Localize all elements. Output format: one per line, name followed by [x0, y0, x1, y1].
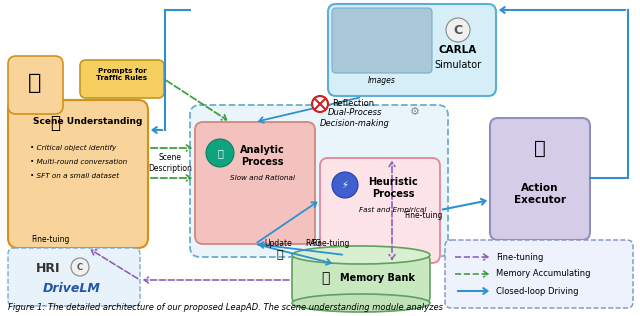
- FancyBboxPatch shape: [190, 105, 448, 257]
- FancyBboxPatch shape: [8, 248, 140, 306]
- Text: C: C: [453, 23, 463, 37]
- Text: Scene Understanding: Scene Understanding: [33, 118, 143, 126]
- FancyBboxPatch shape: [445, 240, 633, 308]
- Text: Scene
Description: Scene Description: [148, 153, 192, 173]
- Text: Images: Images: [368, 76, 396, 85]
- FancyBboxPatch shape: [8, 56, 63, 114]
- Text: Dual-Process
Decision-making: Dual-Process Decision-making: [320, 108, 390, 128]
- Circle shape: [312, 96, 328, 112]
- Text: 🏍: 🏍: [534, 138, 546, 157]
- FancyBboxPatch shape: [80, 60, 164, 98]
- FancyBboxPatch shape: [8, 100, 148, 248]
- Ellipse shape: [292, 294, 430, 312]
- Text: Fine-tuing: Fine-tuing: [311, 239, 349, 248]
- Text: Update: Update: [264, 239, 292, 248]
- Text: ✨: ✨: [217, 148, 223, 158]
- Text: Heuristic: Heuristic: [368, 177, 418, 187]
- FancyBboxPatch shape: [195, 122, 315, 244]
- Circle shape: [332, 172, 358, 198]
- FancyBboxPatch shape: [332, 8, 432, 73]
- Text: Reflection: Reflection: [332, 100, 374, 108]
- Text: 👁: 👁: [50, 114, 60, 132]
- Text: Analytic: Analytic: [239, 145, 284, 155]
- Text: • SFT on a small dataset: • SFT on a small dataset: [30, 173, 119, 179]
- Text: Slow and Rational: Slow and Rational: [230, 175, 294, 181]
- Text: RAG: RAG: [305, 239, 321, 248]
- Text: ⚡: ⚡: [342, 180, 348, 190]
- Circle shape: [206, 139, 234, 167]
- Text: Figure 1: The detailed architecture of our proposed LeapAD. The scene understand: Figure 1: The detailed architecture of o…: [8, 303, 443, 312]
- Text: Action: Action: [521, 183, 559, 193]
- Text: Memory Accumulating: Memory Accumulating: [496, 270, 591, 278]
- Text: ⚙: ⚙: [410, 107, 420, 117]
- Text: Fine-tuing: Fine-tuing: [31, 235, 69, 244]
- Ellipse shape: [292, 246, 430, 264]
- Text: ✅: ✅: [276, 250, 284, 260]
- Circle shape: [446, 18, 470, 42]
- Text: DriveLM: DriveLM: [43, 282, 101, 295]
- Text: Process: Process: [372, 189, 414, 199]
- Text: Process: Process: [241, 157, 284, 167]
- Text: 🧬: 🧬: [321, 271, 329, 285]
- Circle shape: [71, 258, 89, 276]
- Text: HRI: HRI: [36, 262, 60, 275]
- FancyBboxPatch shape: [328, 4, 496, 96]
- Text: 🧑: 🧑: [28, 73, 42, 93]
- Text: Memory Bank: Memory Bank: [340, 273, 415, 283]
- Text: Prompts for
Traffic Rules: Prompts for Traffic Rules: [97, 69, 148, 82]
- FancyBboxPatch shape: [320, 158, 440, 263]
- Text: Closed-loop Driving: Closed-loop Driving: [496, 287, 579, 295]
- Text: • Critical object identify: • Critical object identify: [30, 145, 116, 151]
- Text: Fine-tuing: Fine-tuing: [404, 210, 442, 220]
- Text: C: C: [77, 263, 83, 271]
- FancyBboxPatch shape: [490, 118, 590, 240]
- Text: Simulator: Simulator: [435, 60, 481, 70]
- FancyBboxPatch shape: [292, 255, 430, 303]
- Text: Fine-tuning: Fine-tuning: [496, 252, 543, 262]
- Text: Fast and Empirical: Fast and Empirical: [359, 207, 427, 213]
- Text: Executor: Executor: [514, 195, 566, 205]
- Text: • Multi-round conversation: • Multi-round conversation: [30, 159, 127, 165]
- Text: CARLA: CARLA: [439, 45, 477, 55]
